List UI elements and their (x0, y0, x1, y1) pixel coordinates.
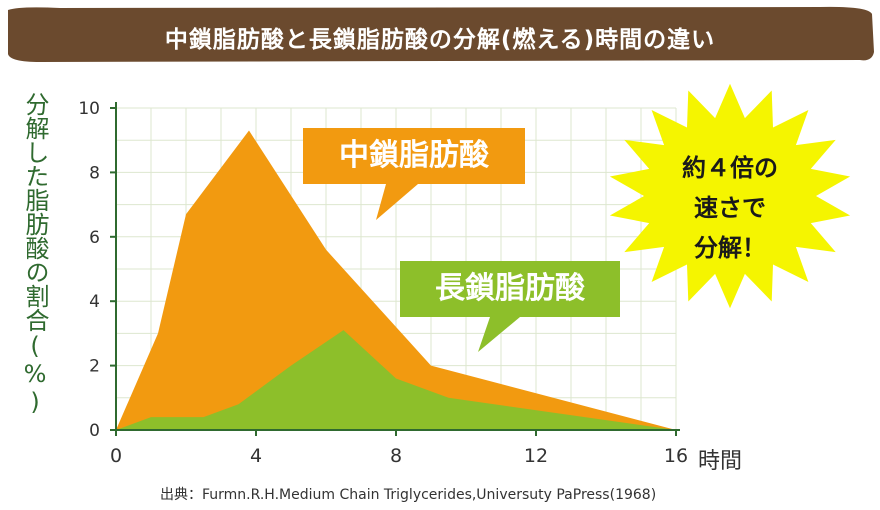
starburst-text: 約４倍の速さで分解！ (620, 148, 840, 268)
callout-lct-bubble (400, 261, 620, 352)
x-tick-label: 12 (524, 445, 548, 467)
tick-labels: 0 2 4 6 8 10 0 4 8 12 16 (78, 99, 688, 467)
y-tick-label: 0 (89, 421, 100, 441)
y-tick-label: 4 (89, 292, 100, 312)
starburst-line: 速さで (694, 194, 766, 222)
series-areas (116, 130, 676, 431)
x-axis-label: 時間 (698, 449, 743, 474)
callout-mct-bubble (303, 128, 525, 220)
axes (110, 102, 680, 436)
x-tick-label: 4 (250, 445, 262, 467)
starburst-shape (609, 83, 851, 309)
y-tick-label: 2 (89, 357, 100, 377)
series-area-lct (116, 330, 676, 430)
starburst-line: 分解！ (694, 234, 766, 262)
callout-mct (303, 128, 525, 220)
series-area-mct (116, 130, 676, 431)
x-tick-label: 8 (390, 445, 402, 467)
y-tick-label: 10 (78, 99, 100, 119)
callout-lct (400, 261, 620, 352)
x-tick-label: 16 (664, 445, 688, 467)
callout-mct-label: 中鎖脂肪酸 (339, 138, 489, 173)
y-axis-label: 分解した脂肪酸の割合(%) (21, 92, 49, 416)
y-tick-label: 8 (89, 163, 100, 183)
banner-shape (8, 6, 874, 62)
x-tick-label: 0 (110, 445, 122, 467)
source-citation: 出典：Furmn.R.H.Medium Chain Triglycerides,… (160, 487, 657, 503)
starburst-line: 約４倍の (682, 154, 778, 182)
y-tick-label: 6 (89, 228, 100, 248)
title-banner (8, 6, 874, 62)
callout-lct-label: 長鎖脂肪酸 (435, 271, 585, 306)
page-title: 中鎖脂肪酸と長鎖脂肪酸の分解(燃える)時間の違い (164, 27, 716, 53)
